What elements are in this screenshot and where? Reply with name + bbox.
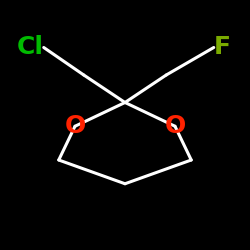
Text: Cl: Cl [17, 36, 44, 60]
Text: O: O [64, 114, 86, 138]
Text: F: F [214, 36, 231, 60]
Text: O: O [164, 114, 186, 138]
